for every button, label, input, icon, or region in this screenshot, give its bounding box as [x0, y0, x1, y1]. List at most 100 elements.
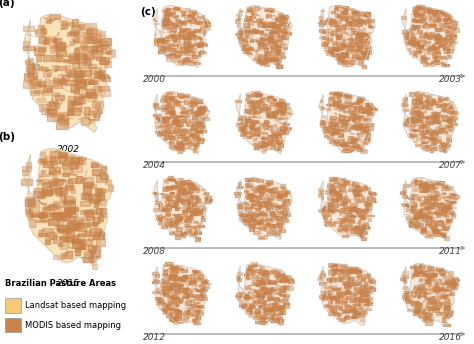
Polygon shape: [83, 53, 93, 57]
Polygon shape: [253, 178, 257, 181]
Polygon shape: [334, 221, 341, 223]
Polygon shape: [273, 33, 279, 37]
Polygon shape: [186, 275, 191, 278]
Polygon shape: [259, 193, 263, 195]
Polygon shape: [74, 37, 80, 42]
Polygon shape: [346, 25, 352, 29]
Polygon shape: [271, 35, 274, 38]
Polygon shape: [166, 27, 172, 28]
Polygon shape: [72, 62, 79, 68]
Polygon shape: [438, 43, 441, 47]
Polygon shape: [283, 47, 287, 49]
Polygon shape: [440, 26, 447, 30]
Polygon shape: [357, 47, 362, 51]
Polygon shape: [402, 92, 458, 154]
Polygon shape: [166, 8, 168, 10]
Polygon shape: [360, 234, 364, 237]
Polygon shape: [335, 5, 342, 7]
Polygon shape: [349, 63, 353, 64]
Polygon shape: [251, 219, 255, 221]
Polygon shape: [84, 79, 93, 84]
Polygon shape: [194, 310, 199, 312]
Polygon shape: [433, 308, 439, 310]
Polygon shape: [60, 195, 66, 200]
Polygon shape: [449, 201, 456, 203]
Polygon shape: [370, 193, 376, 195]
Polygon shape: [442, 227, 448, 230]
Polygon shape: [178, 40, 181, 43]
Polygon shape: [188, 101, 193, 104]
Polygon shape: [334, 269, 338, 273]
Polygon shape: [422, 227, 426, 231]
Polygon shape: [449, 118, 456, 120]
Polygon shape: [429, 224, 436, 228]
Polygon shape: [428, 307, 434, 310]
Polygon shape: [348, 21, 351, 24]
Polygon shape: [433, 120, 439, 123]
Polygon shape: [108, 185, 113, 191]
Polygon shape: [441, 37, 444, 41]
Polygon shape: [166, 304, 170, 307]
Polygon shape: [283, 32, 291, 34]
Polygon shape: [276, 275, 279, 277]
Polygon shape: [448, 120, 453, 123]
Polygon shape: [262, 192, 265, 194]
Polygon shape: [180, 49, 183, 52]
Polygon shape: [444, 314, 448, 317]
Polygon shape: [413, 93, 418, 94]
Polygon shape: [429, 147, 432, 149]
Polygon shape: [344, 93, 347, 96]
Polygon shape: [346, 315, 349, 317]
Polygon shape: [436, 271, 441, 273]
Polygon shape: [271, 130, 277, 133]
Polygon shape: [409, 111, 414, 114]
Polygon shape: [264, 109, 268, 112]
Polygon shape: [248, 221, 251, 225]
Polygon shape: [86, 209, 95, 212]
Polygon shape: [425, 184, 428, 187]
Polygon shape: [413, 42, 419, 45]
Polygon shape: [187, 229, 191, 230]
Polygon shape: [431, 300, 435, 303]
Polygon shape: [102, 77, 110, 82]
Polygon shape: [442, 226, 449, 229]
Polygon shape: [340, 219, 347, 222]
Polygon shape: [187, 202, 191, 204]
Polygon shape: [330, 31, 337, 34]
Polygon shape: [324, 41, 328, 44]
Polygon shape: [204, 192, 208, 194]
Polygon shape: [326, 290, 330, 294]
Polygon shape: [96, 57, 105, 60]
Polygon shape: [273, 24, 280, 27]
Polygon shape: [428, 49, 433, 51]
Polygon shape: [189, 230, 196, 233]
Polygon shape: [270, 319, 273, 322]
Polygon shape: [272, 224, 276, 226]
Polygon shape: [186, 114, 190, 117]
Polygon shape: [46, 19, 51, 23]
Polygon shape: [170, 223, 173, 226]
Polygon shape: [48, 171, 60, 174]
Polygon shape: [323, 130, 329, 133]
Polygon shape: [196, 135, 199, 137]
Polygon shape: [194, 42, 200, 45]
Polygon shape: [64, 65, 70, 68]
Polygon shape: [260, 21, 266, 23]
Polygon shape: [425, 204, 430, 207]
Polygon shape: [423, 149, 430, 150]
Polygon shape: [432, 13, 436, 15]
Polygon shape: [331, 199, 336, 202]
Polygon shape: [203, 110, 209, 111]
Polygon shape: [434, 287, 440, 290]
Polygon shape: [354, 42, 361, 46]
Polygon shape: [205, 23, 209, 27]
Polygon shape: [368, 278, 374, 282]
Polygon shape: [186, 193, 191, 196]
Polygon shape: [167, 45, 170, 48]
Polygon shape: [327, 202, 333, 206]
Polygon shape: [181, 185, 187, 189]
Polygon shape: [371, 108, 377, 110]
Polygon shape: [441, 234, 446, 237]
Polygon shape: [423, 182, 426, 186]
Polygon shape: [242, 213, 247, 216]
